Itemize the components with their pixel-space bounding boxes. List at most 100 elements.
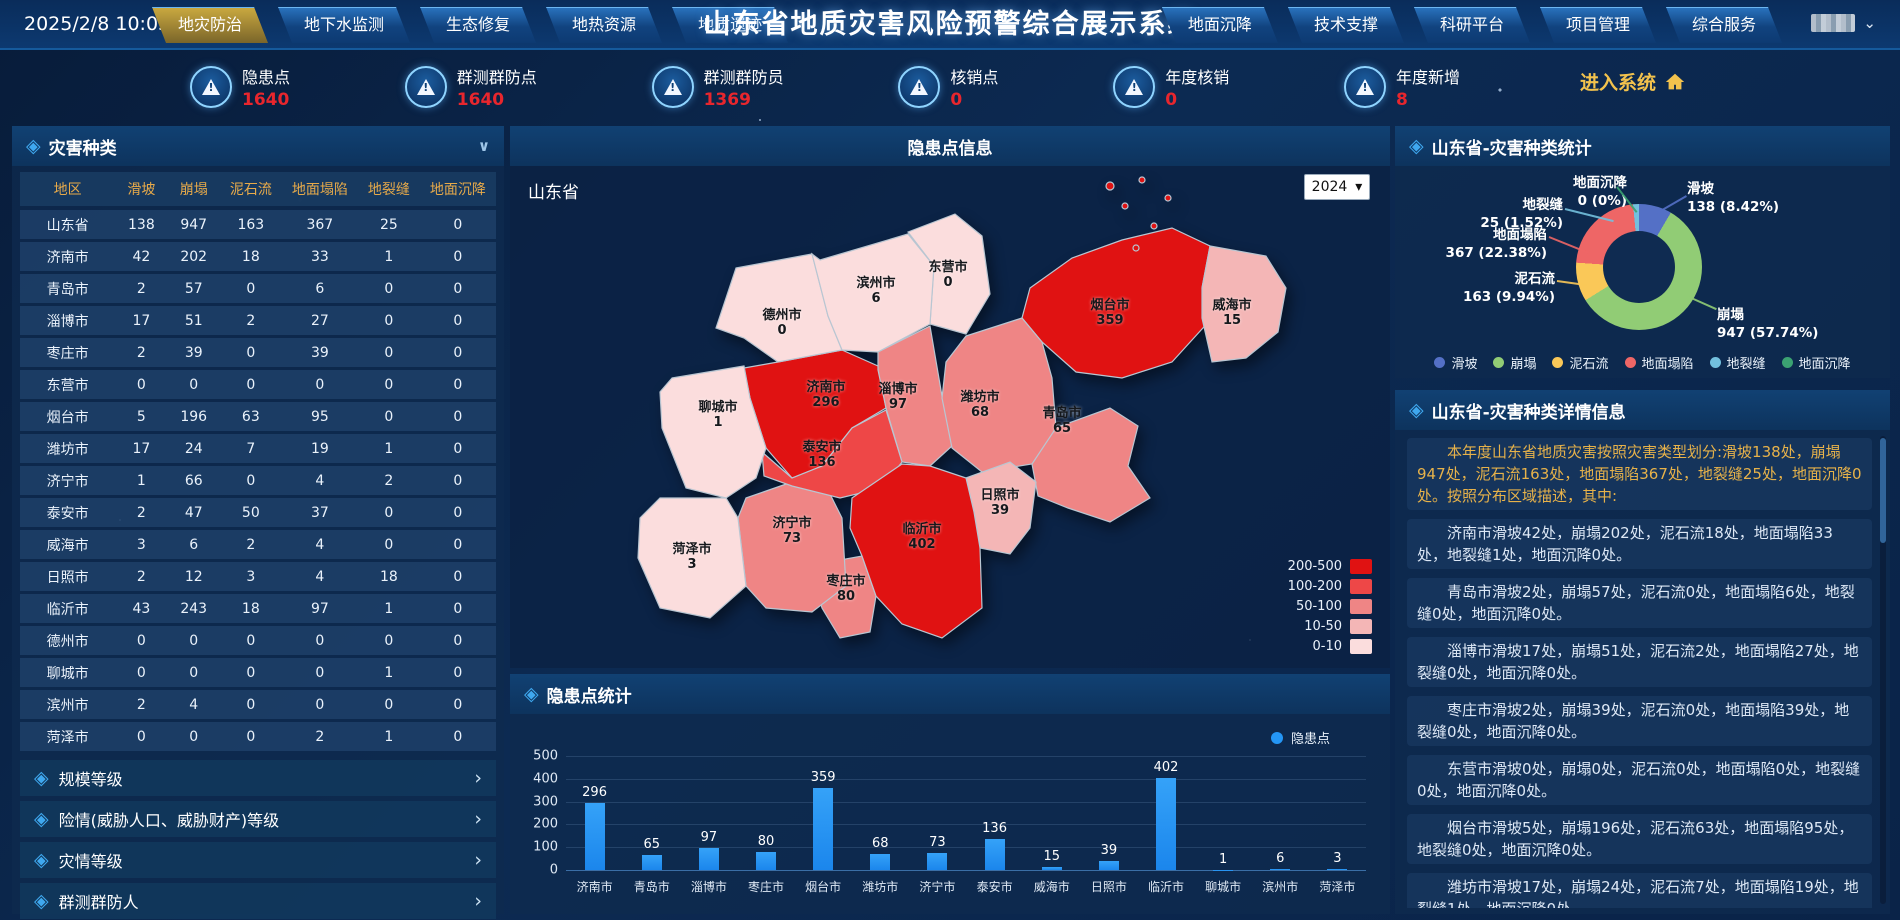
left-tab-3[interactable]: 地热资源	[546, 7, 662, 43]
bar-legend[interactable]: 隐患点	[1270, 728, 1330, 747]
bar-1[interactable]	[641, 855, 662, 870]
donut-legend-item-5[interactable]: 地面沉降	[1781, 353, 1851, 372]
left-tab-1[interactable]: 地下水监测	[278, 7, 410, 43]
table-row[interactable]: 威海市 3 6 2 4 0 0	[20, 530, 496, 559]
left-tab-0[interactable]: 地灾防治	[152, 7, 268, 43]
table-row[interactable]: 山东省 138 947 163 367 25 0	[20, 210, 496, 239]
section-0[interactable]: ◈ 规模等级 ›	[20, 760, 496, 796]
bar-12[interactable]	[1270, 868, 1291, 870]
donut-legend-item-4[interactable]: 地裂缝	[1709, 353, 1766, 372]
right-tab-2[interactable]: 科研平台	[1414, 7, 1530, 43]
table-row[interactable]: 淄博市 17 51 2 27 0 0	[20, 306, 496, 335]
donut-legend-item-3[interactable]: 地面塌陷	[1624, 353, 1694, 372]
map-region-6[interactable]	[941, 317, 1057, 473]
donut-legend-item-1[interactable]: 崩塌	[1493, 353, 1536, 372]
bar-9[interactable]	[1098, 861, 1119, 870]
map-region-1[interactable]	[1031, 407, 1151, 523]
map-region-5[interactable]	[1021, 227, 1213, 379]
bar-chart: 隐患点 0 100 200 300 400 500 296 济南市 65 青岛市 97 淄博市 80 枣庄…	[510, 714, 1390, 916]
callout-line	[1656, 195, 1687, 214]
right-tab-3[interactable]: 项目管理	[1540, 7, 1656, 43]
stat-item-1: 群测群防点 1640	[404, 64, 537, 110]
table-row[interactable]: 聊城市 0 0 0 0 1 0	[20, 658, 496, 687]
collapse-chevron-icon[interactable]: ∨	[477, 137, 490, 155]
right-tab-1[interactable]: 技术支撑	[1288, 7, 1404, 43]
map-region-7[interactable]	[737, 477, 847, 613]
table-row[interactable]: 枣庄市 2 39 0 39 0 0	[20, 338, 496, 367]
value-cell: 0	[384, 504, 394, 521]
bar-4[interactable]	[813, 788, 834, 870]
year-select[interactable]: 2024 ▾	[1304, 174, 1370, 200]
diamond-icon: ◈	[34, 807, 49, 830]
value-cell: 4	[315, 568, 325, 585]
map-region-11[interactable]	[849, 463, 983, 639]
value-cell: 0	[384, 280, 394, 297]
diamond-icon: ◈	[26, 134, 41, 157]
value-cell: 95	[310, 408, 329, 425]
left-sections: ◈ 规模等级 › ◈ 险情(威胁人口、威胁财产)等级 › ◈ 灾情等级 › ◈ 群测群防人 ›	[12, 754, 504, 920]
bar-7[interactable]	[984, 838, 1005, 870]
user-menu[interactable]: ⌄	[1811, 14, 1876, 32]
scrollbar-thumb[interactable]	[1880, 438, 1886, 543]
bar-3[interactable]	[756, 851, 776, 870]
table-row[interactable]: 滨州市 2 4 0 0 0 0	[20, 690, 496, 719]
table-row[interactable]: 潍坊市 17 24 7 19 1 0	[20, 434, 496, 463]
warning-triangle-icon	[651, 66, 694, 108]
donut-legend: 滑坡 崩塌 泥石流 地面塌陷 地裂缝 地面沉降	[1395, 353, 1890, 372]
slice-value: 947 (57.74%)	[1717, 325, 1819, 342]
value-cell: 1	[384, 440, 394, 457]
table-row[interactable]: 日照市 2 12 3 4 18 0	[20, 562, 496, 591]
bar-10[interactable]	[1156, 778, 1176, 870]
gridline	[566, 824, 1366, 826]
bar-8[interactable]	[1041, 866, 1062, 870]
map-region-13[interactable]	[659, 365, 767, 499]
table-row[interactable]: 济南市 42 202 18 33 1 0	[20, 242, 496, 271]
section-1[interactable]: ◈ 险情(威胁人口、威胁财产)等级 ›	[20, 801, 496, 837]
right-tab-4[interactable]: 综合服务	[1666, 7, 1782, 43]
legend-label: 200-500	[1287, 559, 1342, 574]
stat-text: 核销点 0	[950, 64, 998, 110]
chevron-right-icon: ›	[474, 849, 482, 871]
map-region-9[interactable]	[1201, 245, 1287, 363]
legend-swatch	[1350, 559, 1372, 574]
bar-0[interactable]	[584, 802, 605, 870]
value-cell: 0	[453, 312, 463, 329]
stat-text: 年度核销 0	[1165, 64, 1229, 110]
bar-5[interactable]	[870, 854, 891, 870]
map-region-14[interactable]	[810, 233, 935, 353]
table-row[interactable]: 济宁市 1 66 0 4 2 0	[20, 466, 496, 495]
left-tab-2[interactable]: 生态修复	[420, 7, 536, 43]
bar-11[interactable]	[1213, 869, 1234, 871]
section-2[interactable]: ◈ 灾情等级 ›	[20, 842, 496, 878]
donut-chart[interactable]	[1576, 204, 1702, 330]
right-tab-0[interactable]: 地面沉降	[1162, 7, 1278, 43]
table-row[interactable]: 菏泽市 0 0 0 2 1 0	[20, 722, 496, 751]
table-row[interactable]: 东营市 0 0 0 0 0 0	[20, 370, 496, 399]
donut-title: 山东省-灾害种类统计	[1431, 138, 1592, 159]
value-cell: 2	[136, 568, 146, 585]
table-row[interactable]: 青岛市 2 57 0 6 0 0	[20, 274, 496, 303]
legend-swatch	[1350, 619, 1372, 634]
table-row[interactable]: 泰安市 2 47 50 37 0 0	[20, 498, 496, 527]
table-row[interactable]: 德州市 0 0 0 0 0 0	[20, 626, 496, 655]
map-region-15[interactable]	[637, 497, 747, 619]
table-row[interactable]: 烟台市 5 196 63 95 0 0	[20, 402, 496, 431]
bar-6[interactable]	[927, 853, 948, 870]
left-tab-4[interactable]: 地质遗迹	[672, 7, 788, 43]
value-cell: 0	[453, 536, 463, 553]
donut-legend-item-2[interactable]: 泥石流	[1552, 353, 1609, 372]
section-3[interactable]: ◈ 群测群防人 ›	[20, 883, 496, 919]
table-row[interactable]: 临沂市 43 243 18 97 1 0	[20, 594, 496, 623]
value-cell: 27	[310, 312, 329, 329]
diamond-icon: ◈	[1409, 398, 1424, 421]
map-region-8[interactable]	[761, 409, 903, 499]
value-cell: 0	[453, 568, 463, 585]
slice-name: 崩塌	[1717, 307, 1744, 323]
enter-system-button[interactable]: 进入系统	[1580, 68, 1686, 95]
stat-value: 1640	[242, 90, 290, 110]
donut-legend-item-0[interactable]: 滑坡	[1434, 353, 1477, 372]
bar-2[interactable]	[698, 847, 719, 870]
bar-13[interactable]	[1327, 869, 1348, 871]
details-scrollbar[interactable]	[1880, 436, 1886, 904]
value-cell: 12	[184, 568, 203, 585]
